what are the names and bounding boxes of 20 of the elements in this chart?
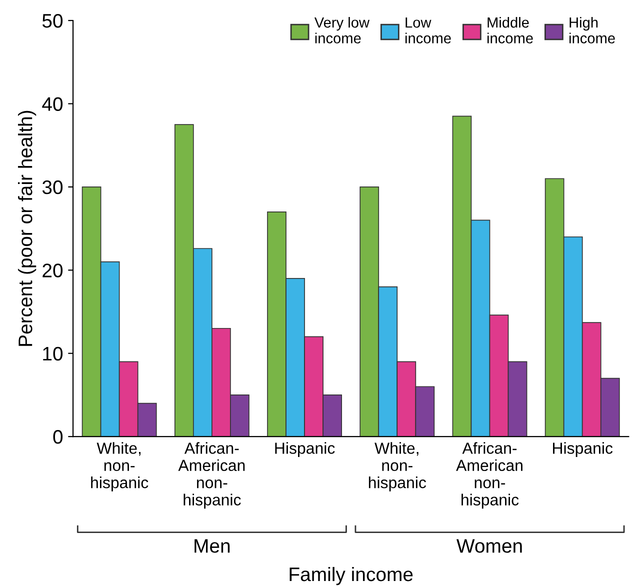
x-tick-label: Hispanic [553, 442, 613, 458]
legend-label: Very low income [314, 16, 370, 44]
y-tick-label: 30 [42, 180, 63, 194]
y-axis-title: Percent (poor or fair health) [18, 110, 36, 346]
x-tick-label: Hispanic [275, 442, 335, 458]
x-tick-label: African- American non- hispanic [178, 442, 245, 509]
y-tick-label: 40 [42, 97, 63, 111]
y-tick-label: 0 [53, 430, 63, 444]
x-tick-label: White, non- hispanic [368, 442, 426, 492]
x-axis-title: Family income [290, 566, 413, 586]
legend-label: Middle income [487, 16, 533, 44]
legend-label: High income [569, 16, 615, 44]
legend-label: Low income [405, 18, 451, 44]
text: Men [194, 539, 230, 553]
y-tick-label: 50 [42, 14, 63, 28]
x-tick-label: African- American non- hispanic [456, 442, 522, 509]
y-tick-label: 20 [42, 264, 63, 278]
x-tick-label: White, non- hispanic [91, 442, 148, 492]
y-tick-label: 10 [43, 346, 63, 361]
text: Women [456, 539, 522, 553]
